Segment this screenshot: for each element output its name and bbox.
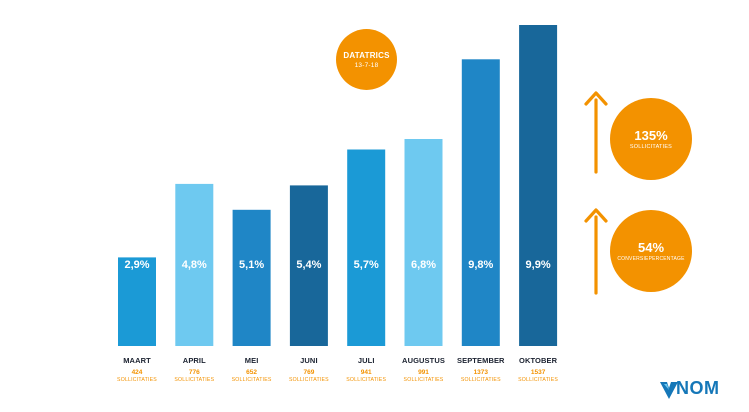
sollicitaties-unit-label: SOLLICITATIES: [404, 377, 444, 383]
bar-value-label: 5,1%: [239, 259, 264, 271]
bar-value-label: 9,9%: [526, 259, 551, 271]
bar-maart: [118, 257, 156, 346]
datatrics-callout: DATATRICS 13-7-18: [336, 29, 397, 90]
nom-logo-text: NOM: [676, 378, 720, 398]
datatrics-date: 13-7-18: [354, 61, 379, 69]
sollicitaties-growth-value: 135%: [634, 128, 668, 143]
category-label: MAART: [123, 356, 151, 365]
bar-value-label: 6,8%: [411, 259, 436, 271]
sollicitaties-count: 941: [361, 369, 372, 376]
bar-oktober: [519, 25, 558, 346]
bars-layer: [118, 25, 558, 347]
sollicitaties-count: 424: [132, 369, 143, 376]
sollicitaties-unit-label: SOLLICITATIES: [518, 377, 558, 383]
sollicitaties-unit-label: SOLLICITATIES: [232, 377, 272, 383]
bar-value-label: 2,9%: [124, 259, 149, 271]
bar-augustus: [404, 139, 443, 346]
category-label: MEI: [245, 356, 259, 365]
bar-value-label: 5,7%: [354, 259, 379, 271]
sollicitaties-count: 1537: [531, 369, 546, 376]
nom-logo: NOM: [660, 378, 740, 408]
arrow-up-icon: [584, 91, 608, 174]
bar-juni: [289, 185, 328, 346]
labels-layer: 2,9%MAART424SOLLICITATIES4,8%APRIL776SOL…: [117, 259, 558, 383]
category-label: SEPTEMBER: [457, 356, 505, 365]
conversion-growth-label: CONVERSIEPERCENTAGE: [617, 256, 685, 262]
conversion-growth-callout: 54% CONVERSIEPERCENTAGE: [610, 210, 692, 292]
bar-april: [175, 183, 214, 346]
sollicitaties-unit-label: SOLLICITATIES: [174, 377, 214, 383]
datatrics-title: DATATRICS: [343, 50, 390, 60]
category-label: AUGUSTUS: [402, 356, 445, 365]
arrow-up-icon: [584, 208, 608, 295]
category-label: JUNI: [300, 356, 318, 365]
sollicitaties-count: 769: [303, 369, 314, 376]
bar-juli: [347, 149, 386, 346]
sollicitaties-unit-label: SOLLICITATIES: [117, 377, 157, 383]
sollicitaties-count: 1373: [474, 369, 489, 376]
category-label: OKTOBER: [519, 356, 558, 365]
sollicitaties-count: 991: [418, 369, 429, 376]
category-label: JULI: [358, 356, 375, 365]
nom-logo-mark-icon: [660, 382, 678, 399]
sollicitaties-growth-label: SOLLICITATIES: [629, 144, 673, 150]
bar-value-label: 5,4%: [296, 259, 321, 271]
sollicitaties-count: 776: [189, 369, 200, 376]
category-label: APRIL: [183, 356, 206, 365]
conversion-growth-value: 54%: [637, 240, 665, 255]
bar-value-label: 9,8%: [468, 259, 493, 271]
bar-mei: [232, 209, 271, 346]
sollicitaties-growth-callout: 135% SOLLICITATIES: [610, 98, 692, 180]
bar-september: [461, 59, 500, 347]
sollicitaties-unit-label: SOLLICITATIES: [346, 377, 386, 383]
bar-value-label: 4,8%: [182, 259, 207, 271]
sollicitaties-unit-label: SOLLICITATIES: [461, 377, 501, 383]
sollicitaties-count: 652: [246, 369, 257, 376]
sollicitaties-unit-label: SOLLICITATIES: [289, 377, 329, 383]
